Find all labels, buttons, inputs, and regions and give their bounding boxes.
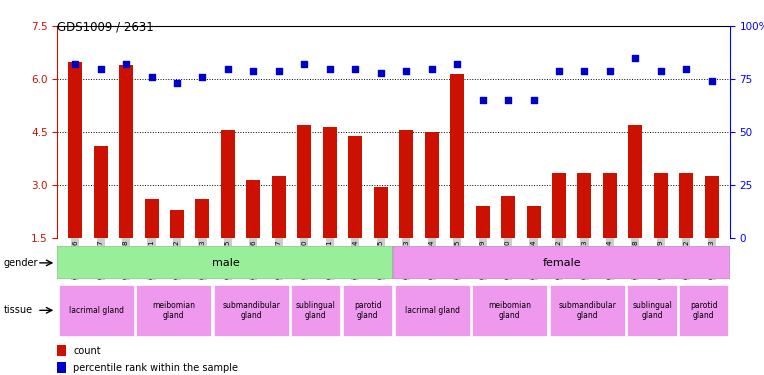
- Bar: [472, 285, 547, 336]
- Point: [400, 68, 413, 74]
- Bar: [679, 285, 728, 336]
- Point: [222, 66, 234, 72]
- Text: submandibular
gland: submandibular gland: [222, 301, 280, 320]
- Bar: [119, 65, 133, 238]
- Bar: [221, 130, 235, 238]
- Bar: [393, 246, 730, 279]
- Bar: [654, 173, 668, 238]
- Point: [553, 68, 565, 74]
- Text: tissue: tissue: [4, 305, 33, 315]
- Bar: [425, 132, 439, 238]
- Text: sublingual
gland: sublingual gland: [632, 301, 672, 320]
- Bar: [323, 127, 337, 238]
- Point: [374, 70, 387, 76]
- Text: count: count: [73, 346, 101, 356]
- Point: [604, 68, 616, 74]
- Bar: [526, 206, 541, 238]
- Point: [196, 74, 209, 80]
- Bar: [94, 146, 108, 238]
- Point: [680, 66, 692, 72]
- Bar: [550, 285, 625, 336]
- Point: [527, 98, 539, 104]
- Bar: [247, 180, 261, 238]
- Point: [578, 68, 591, 74]
- Bar: [136, 285, 211, 336]
- Bar: [272, 176, 286, 238]
- Point: [706, 78, 718, 84]
- Text: female: female: [542, 258, 581, 268]
- Text: lacrimal gland: lacrimal gland: [69, 306, 124, 315]
- Bar: [291, 285, 341, 336]
- Text: male: male: [212, 258, 239, 268]
- Bar: [501, 196, 515, 238]
- Text: sublingual
gland: sublingual gland: [296, 301, 336, 320]
- Text: submandibular
gland: submandibular gland: [558, 301, 617, 320]
- Point: [477, 98, 489, 104]
- Bar: [196, 199, 209, 238]
- Text: gender: gender: [4, 258, 38, 268]
- Point: [95, 66, 107, 72]
- Bar: [603, 173, 617, 238]
- Bar: [57, 246, 393, 279]
- Bar: [679, 173, 694, 238]
- Point: [248, 68, 260, 74]
- Bar: [578, 173, 591, 238]
- Bar: [374, 187, 388, 238]
- Text: parotid
gland: parotid gland: [354, 301, 381, 320]
- Bar: [170, 210, 184, 238]
- Bar: [450, 74, 465, 238]
- Bar: [395, 285, 470, 336]
- Point: [171, 81, 183, 87]
- Bar: [144, 199, 159, 238]
- Bar: [214, 285, 289, 336]
- Text: GDS1009 / 2631: GDS1009 / 2631: [57, 21, 154, 34]
- Point: [273, 68, 285, 74]
- Point: [145, 74, 157, 80]
- Point: [655, 68, 667, 74]
- Bar: [552, 173, 566, 238]
- Bar: [629, 125, 643, 238]
- Text: lacrimal gland: lacrimal gland: [405, 306, 460, 315]
- Bar: [475, 206, 490, 238]
- Text: parotid
gland: parotid gland: [690, 301, 717, 320]
- Text: percentile rank within the sample: percentile rank within the sample: [73, 363, 238, 373]
- Bar: [705, 176, 719, 238]
- Point: [120, 62, 132, 68]
- Text: meibomian
gland: meibomian gland: [152, 301, 195, 320]
- Point: [69, 62, 81, 68]
- Bar: [59, 285, 134, 336]
- Point: [451, 62, 463, 68]
- Bar: [343, 285, 392, 336]
- Text: meibomian
gland: meibomian gland: [488, 301, 531, 320]
- Point: [298, 62, 310, 68]
- Bar: [68, 62, 83, 238]
- Bar: [348, 136, 362, 238]
- Bar: [297, 125, 312, 238]
- Point: [502, 98, 514, 104]
- Point: [426, 66, 438, 72]
- Bar: [57, 362, 66, 374]
- Bar: [400, 130, 413, 238]
- Point: [349, 66, 361, 72]
- Bar: [57, 345, 66, 356]
- Point: [630, 55, 642, 61]
- Point: [324, 66, 336, 72]
- Bar: [627, 285, 677, 336]
